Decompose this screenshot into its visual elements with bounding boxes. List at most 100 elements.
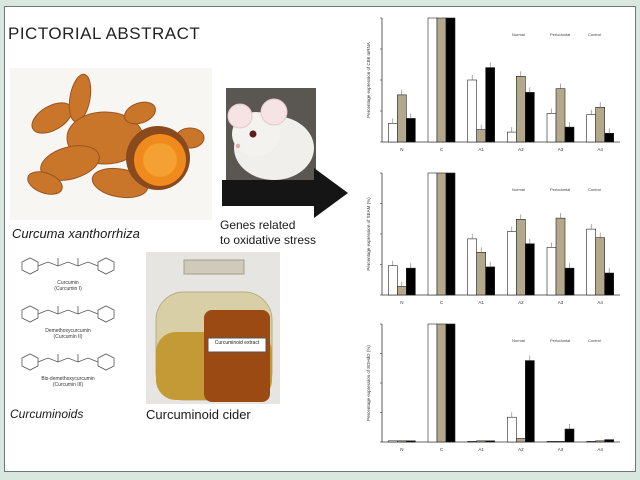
legend-entry: Periodontal <box>550 187 570 192</box>
chart-2: Percentage expression of SEAM (%) N C A1 A2 A… <box>360 165 626 315</box>
bar <box>595 106 605 143</box>
turmeric-photo <box>10 68 212 220</box>
x-tick-label: C <box>440 147 444 152</box>
bar <box>406 440 416 443</box>
mouse-photo <box>226 88 316 184</box>
bar <box>555 441 566 443</box>
chart-1: Percentage expression of CB6 mRNA N C A1 A2 A… <box>360 10 626 162</box>
bar <box>604 272 614 296</box>
x-tick-label: N <box>400 147 403 152</box>
bar <box>586 114 596 143</box>
legend-entry: Normal <box>512 32 525 37</box>
bar <box>555 217 566 296</box>
x-tick-label: A2 <box>518 300 524 305</box>
legend-entry: Control <box>588 338 601 343</box>
molecule-1-name: Curcumin <box>57 280 79 286</box>
bar <box>467 238 477 296</box>
x-tick-label: C <box>440 447 444 452</box>
x-tick-label: A2 <box>518 147 524 152</box>
bar <box>586 228 596 296</box>
bar <box>397 440 407 443</box>
bar <box>564 428 575 443</box>
bar <box>546 247 557 296</box>
x-tick-label: N <box>400 300 403 305</box>
x-tick-label: A3 <box>558 147 564 152</box>
x-tick-label: N <box>400 447 403 452</box>
bar <box>397 94 407 143</box>
y-axis-label: Percentage expression of SEAM (%) <box>366 197 371 271</box>
x-tick-label: A4 <box>597 147 603 152</box>
x-tick-label: A4 <box>597 447 603 452</box>
bar <box>427 172 438 296</box>
arrow-right-icon <box>222 168 348 218</box>
bar <box>467 79 477 143</box>
bar <box>595 440 605 443</box>
bar <box>604 439 614 443</box>
bar <box>436 323 447 443</box>
molecule-1-sub: (Curcumin I) <box>54 286 82 292</box>
molecule-3-sub: (Curcumin III) <box>53 382 84 388</box>
bar <box>388 265 398 296</box>
molecule-3-name: Bis-demethoxycurcumin <box>41 376 95 382</box>
bar <box>436 172 447 296</box>
bar <box>406 118 416 143</box>
genes-caption-line2: to oxidative stress <box>220 233 317 247</box>
curcuminoid-structures: Curcumin (Curcumin I) Demethoxycurcumin … <box>8 254 138 402</box>
bar <box>427 17 438 143</box>
bar <box>397 286 407 296</box>
legend-entry: Periodontal <box>550 32 570 37</box>
bar <box>516 219 526 296</box>
x-tick-label: A2 <box>518 447 524 452</box>
bar <box>525 92 535 143</box>
jar-label: Curcuminoid extract <box>214 340 260 346</box>
bar <box>546 441 557 443</box>
legend-entry: Normal <box>512 338 525 343</box>
x-tick-label: A1 <box>478 147 484 152</box>
bar <box>507 231 517 296</box>
x-tick-label: A3 <box>558 300 564 305</box>
plant-caption: Curcuma xanthorrhiza <box>12 226 140 241</box>
bar <box>445 17 456 143</box>
bar <box>427 323 438 443</box>
x-tick-label: A3 <box>558 447 564 452</box>
bar <box>546 113 557 143</box>
bar <box>445 323 456 443</box>
chart-2-svg: Percentage expression of SEAM (%) N C A1 A2 A… <box>366 172 620 305</box>
bar <box>406 267 416 296</box>
y-axis-label: Percentage expression of CB6 mRNA <box>366 42 371 118</box>
x-tick-label: A4 <box>597 300 603 305</box>
bar <box>485 266 495 296</box>
bar <box>388 123 398 143</box>
bar <box>485 67 495 143</box>
cider-photo: Curcuminoid extract <box>146 252 280 404</box>
legend-entry: Periodontal <box>550 338 570 343</box>
bar <box>586 441 596 443</box>
bar <box>525 360 535 443</box>
bar <box>485 440 495 443</box>
bar <box>476 252 486 296</box>
bar <box>476 440 486 443</box>
y-axis-label: Percentage expression of 8OHdG (%) <box>366 345 371 421</box>
bar <box>604 133 614 143</box>
molecule-2-sub: (Curcumin II) <box>54 334 83 340</box>
bar <box>467 441 477 443</box>
bar <box>388 440 398 443</box>
chart-3: Percentage expression of 8OHdG (%) N C A1 A2… <box>360 316 626 462</box>
bar <box>516 75 526 143</box>
bar <box>525 243 535 296</box>
bar <box>445 172 456 296</box>
x-tick-label: A1 <box>478 447 484 452</box>
legend-entry: Control <box>588 187 601 192</box>
bar <box>564 126 575 143</box>
bar <box>436 17 447 143</box>
bar <box>476 129 486 143</box>
bar <box>507 131 517 143</box>
x-tick-label: A1 <box>478 300 484 305</box>
legend-entry: Normal <box>512 187 525 192</box>
molecule-2-name: Demethoxycurcumin <box>45 328 91 334</box>
page-title: PICTORIAL ABSTRACT <box>8 24 201 43</box>
bar <box>507 416 517 443</box>
genes-caption-line1: Genes related <box>220 218 296 232</box>
chart-3-svg: Percentage expression of 8OHdG (%) N C A1 A2… <box>366 323 620 452</box>
curcuminoids-caption: Curcuminoids <box>10 407 84 421</box>
